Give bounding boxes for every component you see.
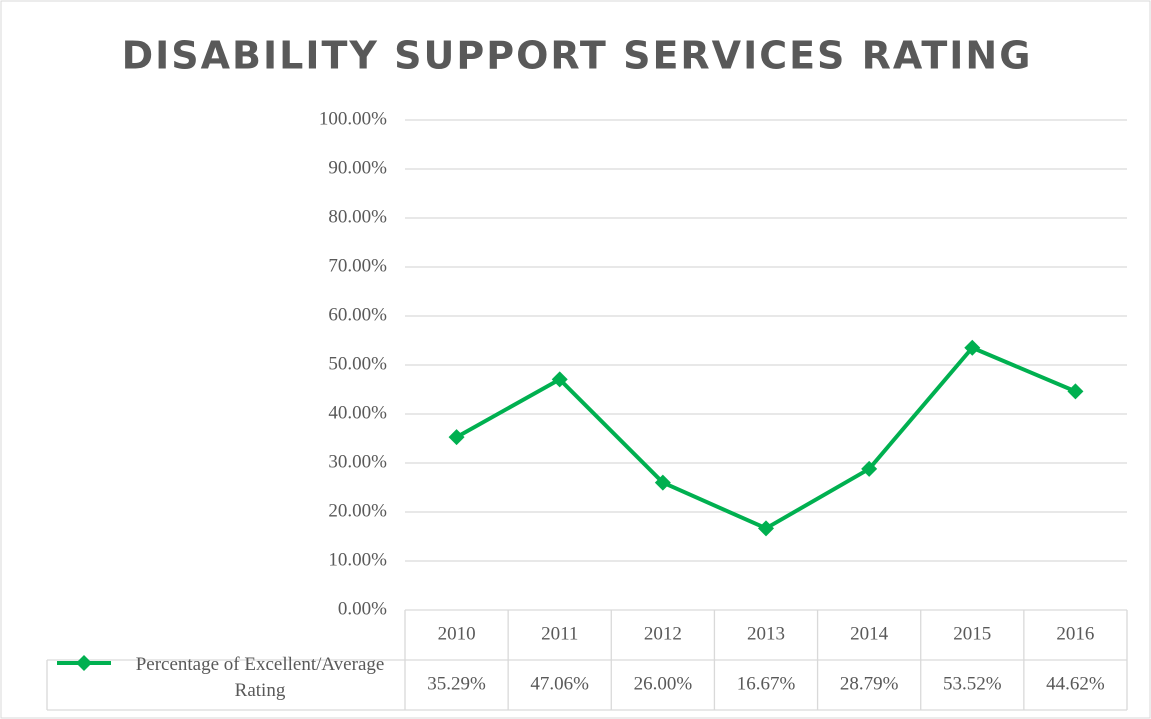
x-tick-label: 2011 — [541, 623, 578, 644]
table-value: 53.52% — [943, 673, 1002, 694]
marker — [758, 520, 774, 537]
table-value: 47.06% — [530, 673, 589, 694]
marker — [448, 429, 465, 446]
y-tick-label: 10.00% — [328, 549, 387, 570]
legend-label: Percentage of Excellent/Average Rating — [135, 654, 385, 701]
y-tick-label: 80.00% — [328, 206, 387, 227]
table-value: 28.79% — [840, 673, 899, 694]
y-tick-label: 40.00% — [328, 402, 387, 423]
x-tick-label: 2010 — [438, 623, 476, 644]
legend-marker — [76, 655, 92, 671]
y-tick-label: 70.00% — [328, 255, 387, 276]
x-tick-label: 2014 — [850, 623, 889, 644]
marker — [1067, 383, 1084, 400]
y-tick-label: 90.00% — [328, 157, 387, 178]
chart-title: DISABILITY SUPPORT SERVICES RATING — [122, 34, 1033, 78]
table-value: 35.29% — [427, 673, 486, 694]
x-tick-label: 2013 — [747, 623, 785, 644]
marker — [964, 339, 981, 356]
y-tick-label: 50.00% — [328, 353, 387, 374]
y-tick-label: 0.00% — [338, 598, 387, 619]
table-value: 44.62% — [1046, 673, 1105, 694]
y-tick-label: 100.00% — [319, 108, 387, 129]
x-tick-label: 2015 — [953, 623, 991, 644]
x-tick-label: 2012 — [644, 623, 682, 644]
y-tick-label: 20.00% — [328, 500, 387, 521]
table-value: 16.67% — [737, 673, 796, 694]
marker — [654, 474, 671, 491]
table-value: 26.00% — [634, 673, 693, 694]
marker — [551, 371, 568, 388]
x-tick-label: 2016 — [1056, 623, 1094, 644]
y-tick-label: 30.00% — [328, 451, 387, 472]
marker — [861, 460, 878, 477]
y-tick-label: 60.00% — [328, 304, 387, 325]
